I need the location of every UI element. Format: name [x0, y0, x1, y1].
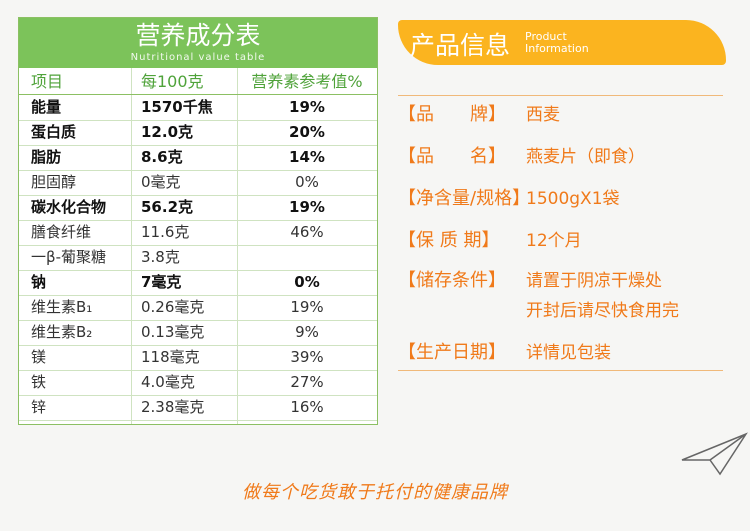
table-cell: 19% — [289, 98, 325, 116]
paper-plane — [681, 432, 748, 476]
column-line — [237, 68, 238, 424]
table-cell: 0% — [294, 273, 320, 291]
table-cell: 9% — [295, 323, 319, 341]
column-header: 每100克 — [141, 72, 204, 91]
table-cell: 3.8克 — [141, 248, 180, 266]
info-value: 1500gX1袋 — [526, 189, 620, 209]
info-value: 详情见包装 — [526, 343, 611, 363]
table-cell: 46% — [290, 223, 324, 241]
table-cell: 16% — [290, 398, 324, 416]
table-cell: 12.0克 — [141, 123, 194, 141]
table-row: 维生素B₂ 0.13毫克 9% — [19, 320, 377, 346]
table-row: 蛋白质 12.0克 20% — [19, 120, 377, 146]
info-label: 【保 质 期】 — [398, 230, 500, 251]
nutrition-table: 营养成分表 Nutritional value table 项目 每100克 营养素… — [18, 17, 378, 425]
table-cell: 蛋白质 — [31, 123, 77, 141]
table-cell: 膳食纤维 — [31, 223, 92, 241]
table-row: 维生素B₁ 0.26毫克 19% — [19, 295, 377, 321]
table-row: 锌 2.38毫克 16% — [19, 395, 377, 421]
info-banner: 产品信息 Product Information — [398, 20, 726, 65]
table-cell: 19% — [289, 198, 325, 216]
divider — [398, 95, 723, 96]
table-subtitle: Nutritional value table — [130, 52, 266, 63]
info-label: 【净含量/规格】 — [398, 188, 531, 209]
table-cell: 7毫克 — [141, 273, 182, 291]
table-cell: 118毫克 — [141, 348, 200, 366]
info-value: 燕麦片（即食） — [526, 147, 645, 167]
info-value: 西麦 — [526, 105, 560, 125]
table-cell: 铁 — [31, 373, 47, 391]
table-cell: 脂肪 — [31, 148, 62, 166]
info-label: 【储存条件】 — [398, 270, 506, 291]
column-line — [131, 68, 132, 424]
info-subtitle-line: Product — [525, 30, 567, 43]
info-subtitle-line: Information — [525, 42, 589, 55]
table-row: 钠 7毫克 0% — [19, 270, 377, 296]
table-cell: 20% — [289, 123, 325, 141]
table-cell: 27% — [290, 373, 324, 391]
table-cell: 0% — [295, 173, 319, 191]
divider — [398, 370, 723, 371]
column-header: 营养素参考值% — [251, 72, 363, 91]
info-subtitle: Product Information — [525, 31, 589, 55]
table-head-row: 项目 每100克 营养素参考值% — [19, 69, 377, 95]
table-row: 胆固醇 0毫克 0% — [19, 170, 377, 196]
slogan: 做每个吃货敢于托付的健康品牌 — [242, 482, 508, 503]
table-cell: 钠 — [31, 273, 47, 291]
table-cell: 1570千焦 — [141, 98, 213, 116]
table-cell: 39% — [290, 348, 324, 366]
table-cell: 19% — [290, 298, 324, 316]
table-cell: 14% — [289, 148, 325, 166]
table-row: 能量 1570千焦 19% — [19, 95, 377, 121]
table-cell: 胆固醇 — [31, 173, 77, 191]
table-row: 脂肪 8.6克 14% — [19, 145, 377, 171]
table-cell: 2.38毫克 — [141, 398, 205, 416]
column-header: 项目 — [31, 72, 64, 91]
table-cell: 能量 — [31, 98, 62, 116]
table-row: 镁 118毫克 39% — [19, 345, 377, 371]
table-cell: 碳水化合物 — [31, 198, 107, 216]
info-label: 【品 名】 — [398, 146, 506, 167]
table-row: 一β-葡聚糖 3.8克 — [19, 245, 377, 271]
table-cell: 锌 — [31, 398, 47, 416]
info-label: 【生产日期】 — [398, 342, 506, 363]
table-cell: 11.6克 — [141, 223, 190, 241]
info-label: 【品 牌】 — [398, 104, 506, 125]
info-value: 开封后请尽快食用完 — [526, 301, 679, 321]
table-header: 营养成分表 Nutritional value table — [19, 18, 377, 68]
table-cell: 维生素B₁ — [31, 298, 93, 316]
table-row: 铁 4.0毫克 27% — [19, 370, 377, 396]
table-cell: 镁 — [31, 348, 47, 366]
table-cell: 0.13毫克 — [141, 323, 205, 341]
table-cell: 4.0毫克 — [141, 373, 195, 391]
table-cell: 一β-葡聚糖 — [31, 248, 106, 266]
table-title: 营养成分表 — [135, 21, 261, 50]
table-cell: 维生素B₂ — [31, 323, 93, 341]
info-value: 请置于阴凉干燥处 — [526, 271, 662, 291]
table-cell: 0毫克 — [141, 173, 181, 191]
table-cell: 0.26毫克 — [141, 298, 205, 316]
info-value: 12个月 — [526, 231, 582, 251]
table-cell: 8.6克 — [141, 148, 183, 166]
table-row: 碳水化合物 56.2克 19% — [19, 195, 377, 221]
table-cell: 56.2克 — [141, 198, 194, 216]
table-row: 膳食纤维 11.6克 46% — [19, 220, 377, 246]
info-title: 产品信息 — [410, 31, 511, 60]
